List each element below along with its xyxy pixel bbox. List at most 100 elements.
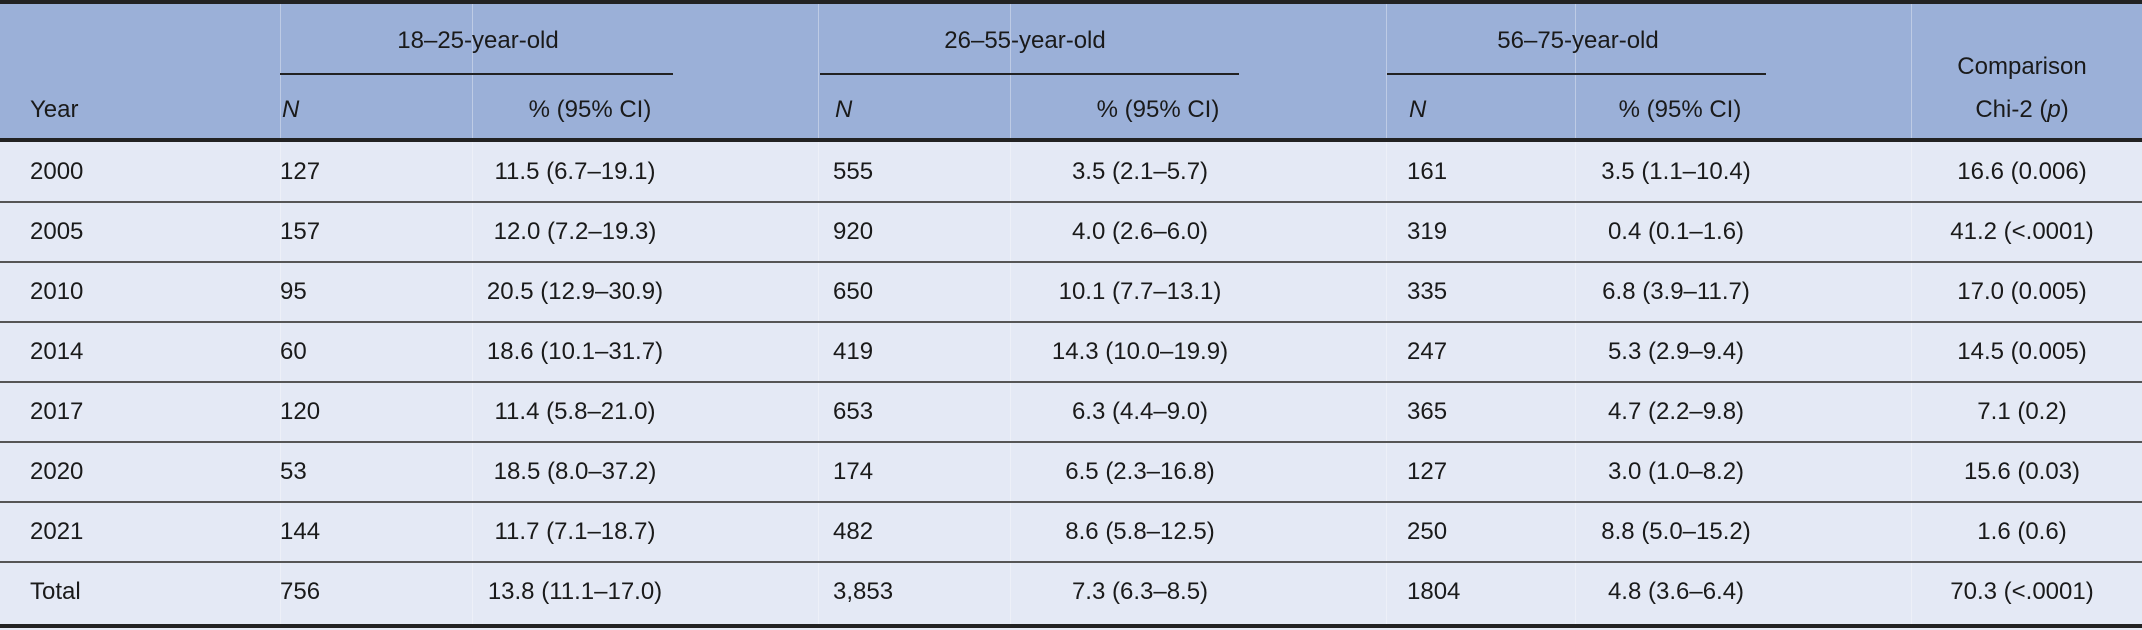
row-separator <box>0 321 2142 323</box>
group-header-18-25: 18–25-year-old <box>397 27 559 54</box>
pct-ci-cell: 11.7 (7.1–18.7) <box>494 518 656 545</box>
pct-ci-cell: 10.1 (7.7–13.1) <box>1058 278 1222 305</box>
n-cell: 247 <box>1407 338 1448 365</box>
n-header: N <box>1409 96 1427 123</box>
pct-ci-cell: 20.5 (12.9–30.9) <box>486 278 664 305</box>
pct-ci-cell: 5.3 (2.9–9.4) <box>1607 338 1745 365</box>
row-separator <box>0 261 2142 263</box>
n-cell: 920 <box>833 218 874 245</box>
year-cell: 2000 <box>30 158 84 185</box>
n-cell: 482 <box>833 518 874 545</box>
pct-ci-cell: 4.8 (3.6–6.4) <box>1607 578 1745 605</box>
pct-ci-cell: 3.5 (2.1–5.7) <box>1071 158 1209 185</box>
n-cell: 3,853 <box>833 578 894 605</box>
pct-ci-cell: 3.0 (1.0–8.2) <box>1607 458 1745 485</box>
n-cell: 157 <box>280 218 321 245</box>
n-cell: 1804 <box>1407 578 1461 605</box>
column-separator <box>472 4 473 624</box>
chi2-label: Chi-2 ( <box>1975 96 2048 123</box>
pct-header: % (95% CI) <box>1096 96 1220 123</box>
n-cell: 174 <box>833 458 874 485</box>
year-header: Year <box>30 96 79 123</box>
comparison-header: Comparison <box>1957 53 2087 80</box>
n-cell: 650 <box>833 278 874 305</box>
n-cell: 555 <box>833 158 874 185</box>
chi2-cell: 70.3 (<.0001) <box>1950 578 2094 605</box>
pct-ci-cell: 6.5 (2.3–16.8) <box>1065 458 1215 485</box>
column-separator <box>1386 4 1387 624</box>
year-cell: 2010 <box>30 278 84 305</box>
column-separator <box>280 4 281 624</box>
group-header-26-55: 26–55-year-old <box>944 27 1106 54</box>
n-cell: 319 <box>1407 218 1448 245</box>
pct-ci-cell: 14.3 (10.0–19.9) <box>1051 338 1229 365</box>
pct-header: % (95% CI) <box>528 96 652 123</box>
n-cell: 60 <box>280 338 307 365</box>
n-cell: 250 <box>1407 518 1448 545</box>
chi2-cell: 1.6 (0.6) <box>1977 518 2067 545</box>
pct-ci-cell: 4.0 (2.6–6.0) <box>1071 218 1209 245</box>
row-separator <box>0 441 2142 443</box>
chi2-cell: 17.0 (0.005) <box>1957 278 2087 305</box>
n-header: N <box>282 96 300 123</box>
year-cell: 2014 <box>30 338 84 365</box>
pct-ci-cell: 11.4 (5.8–21.0) <box>494 398 656 425</box>
chi2-header: Chi-2 (p) <box>1975 95 2068 125</box>
table-header <box>0 0 2142 141</box>
column-separator <box>1575 4 1576 624</box>
row-separator <box>0 201 2142 203</box>
group-underline <box>1387 73 1766 75</box>
pct-ci-cell: 6.8 (3.9–11.7) <box>1602 278 1750 305</box>
year-cell: 2005 <box>30 218 84 245</box>
row-separator <box>0 381 2142 383</box>
n-cell: 161 <box>1407 158 1448 185</box>
pct-ci-cell: 3.5 (1.1–10.4) <box>1601 158 1751 185</box>
n-header: N <box>835 96 853 123</box>
n-cell: 756 <box>280 578 321 605</box>
pct-header: % (95% CI) <box>1618 96 1742 123</box>
n-cell: 365 <box>1407 398 1448 425</box>
chi2-cell: 14.5 (0.005) <box>1957 338 2087 365</box>
pct-ci-cell: 8.6 (5.8–12.5) <box>1065 518 1215 545</box>
pct-ci-cell: 4.7 (2.2–9.8) <box>1607 398 1745 425</box>
column-separator <box>1911 4 1912 624</box>
pct-ci-cell: 11.5 (6.7–19.1) <box>494 158 656 185</box>
column-separator <box>818 4 819 624</box>
n-cell: 120 <box>280 398 321 425</box>
pct-ci-cell: 8.8 (5.0–15.2) <box>1601 518 1751 545</box>
n-cell: 53 <box>280 458 307 485</box>
chi2-cell: 7.1 (0.2) <box>1977 398 2067 425</box>
chi2-cell: 41.2 (<.0001) <box>1950 218 2094 245</box>
year-cell: 2017 <box>30 398 84 425</box>
n-cell: 127 <box>1407 458 1448 485</box>
chi2-cell: 15.6 (0.03) <box>1963 458 2081 485</box>
n-cell: 127 <box>280 158 321 185</box>
pct-ci-cell: 12.0 (7.2–19.3) <box>493 218 657 245</box>
row-separator <box>0 501 2142 503</box>
group-underline <box>280 73 673 75</box>
chi2-cell: 16.6 (0.006) <box>1957 158 2087 185</box>
year-cell: 2021 <box>30 518 84 545</box>
top-rule <box>0 0 2142 4</box>
chi2-suffix: ) <box>2060 96 2069 123</box>
p-label: p <box>2047 96 2061 123</box>
row-separator <box>0 561 2142 563</box>
n-cell: 144 <box>280 518 321 545</box>
bottom-rule <box>0 624 2142 628</box>
year-cell: 2020 <box>30 458 84 485</box>
pct-ci-cell: 18.5 (8.0–37.2) <box>493 458 657 485</box>
group-underline <box>820 73 1239 75</box>
n-cell: 335 <box>1407 278 1448 305</box>
year-cell: Total <box>30 578 81 605</box>
header-rule <box>0 138 2142 142</box>
pct-ci-cell: 0.4 (0.1–1.6) <box>1607 218 1745 245</box>
n-cell: 653 <box>833 398 874 425</box>
pct-ci-cell: 7.3 (6.3–8.5) <box>1071 578 1209 605</box>
pct-ci-cell: 6.3 (4.4–9.0) <box>1071 398 1209 425</box>
pct-ci-cell: 18.6 (10.1–31.7) <box>486 338 664 365</box>
n-cell: 95 <box>280 278 307 305</box>
pct-ci-cell: 13.8 (11.1–17.0) <box>487 578 663 605</box>
column-separator <box>1010 4 1011 624</box>
n-cell: 419 <box>833 338 874 365</box>
